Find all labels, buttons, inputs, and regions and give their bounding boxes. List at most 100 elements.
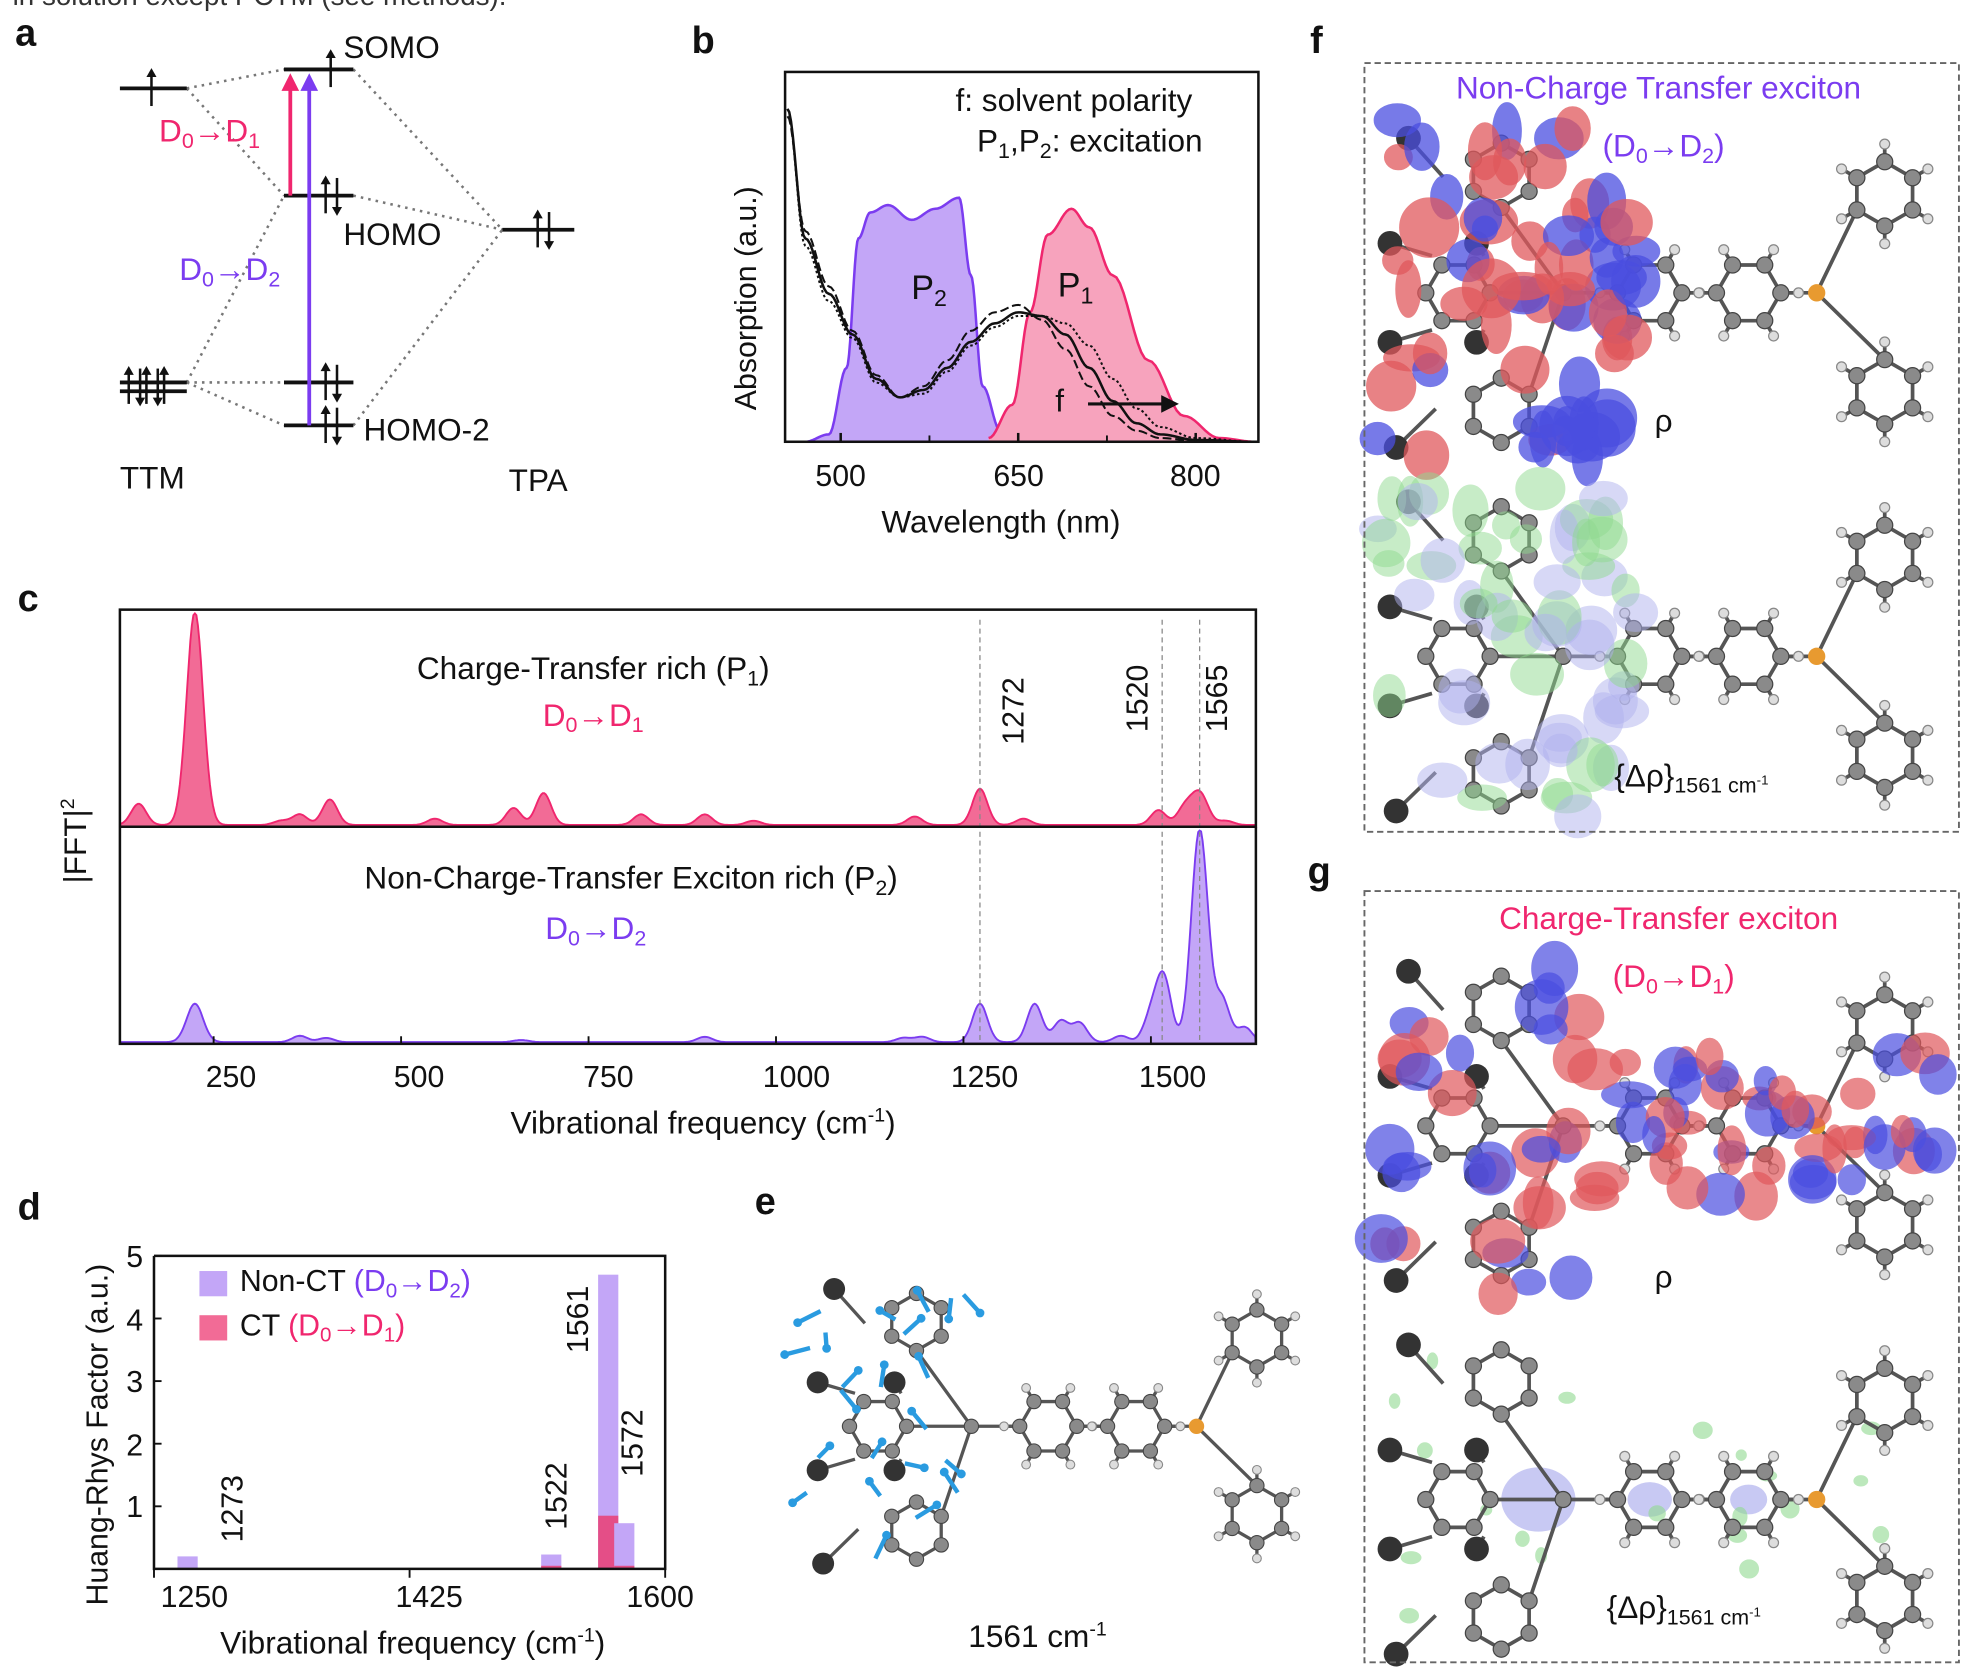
hydrogen-atom: [1594, 1120, 1606, 1132]
hydrogen-atom: [1768, 693, 1780, 706]
density-difference-lobe: [1692, 1421, 1713, 1439]
c-xtick: 1000: [762, 1060, 831, 1095]
carbon-atom: [1249, 1302, 1265, 1318]
carbon-atom: [1464, 417, 1483, 436]
density-difference-lobe: [1583, 692, 1624, 744]
carbon-atom: [1707, 1490, 1726, 1509]
carbon-atom: [1903, 201, 1922, 219]
density-difference-lobe: [1399, 1607, 1420, 1624]
carbon-atom: [1848, 564, 1866, 583]
carbon-atom: [1608, 1490, 1627, 1509]
carbon-atom: [1848, 762, 1866, 781]
bar-ct-1561: [598, 1515, 619, 1569]
orbital-correlation-line: [185, 87, 285, 197]
carbon-atom: [1756, 312, 1774, 330]
carbon-atom: [1673, 284, 1691, 302]
displacement-vector-head: [912, 1286, 922, 1295]
hydrogen-atom: [1879, 699, 1891, 712]
density-difference-lobe: [1452, 484, 1489, 537]
bond: [1499, 1413, 1565, 1501]
carbon-atom: [1114, 1393, 1130, 1410]
carbon-atom: [1465, 1462, 1483, 1481]
carbon-atom: [1903, 1200, 1922, 1218]
hydrogen-atom: [1693, 287, 1705, 299]
density-lobe: [1653, 1046, 1697, 1089]
carbon-atom: [1876, 516, 1894, 534]
density-lobe: [1695, 1037, 1724, 1076]
hydrogen-atom: [1718, 330, 1730, 342]
bond: [915, 1349, 973, 1428]
hydrogen-atom: [1109, 1459, 1119, 1470]
density-difference-lobe: [1542, 733, 1578, 768]
carbon-atom: [1876, 1184, 1894, 1202]
hydrogen-atom: [1693, 650, 1705, 662]
fft-area-nonct: [118, 829, 1257, 1045]
f-transition: (D0→D2): [1602, 128, 1725, 168]
density-difference-lobe: [1533, 564, 1581, 600]
carbon-atom: [1673, 1490, 1691, 1509]
legend-swatch-ct: [199, 1315, 228, 1341]
d-xtick: 1600: [626, 1580, 694, 1615]
carbon-atom: [1876, 1621, 1894, 1640]
hydrogen-atom: [1290, 1311, 1301, 1322]
density-lobe: [1567, 1048, 1623, 1091]
carbon-atom: [884, 1443, 901, 1459]
density-lobe: [1404, 122, 1440, 171]
arrowhead: [123, 366, 134, 375]
displacement-vector-head: [916, 1313, 926, 1323]
c-xtick: 500: [393, 1060, 445, 1095]
g-rho-label: ρ: [1654, 1259, 1673, 1296]
carbon-atom: [1848, 1200, 1866, 1218]
carbon-atom: [1657, 1462, 1675, 1481]
density-lobe: [1600, 198, 1653, 246]
nonct-arrowhead: [300, 73, 319, 91]
hydrogen-atom: [999, 1421, 1009, 1432]
carbon-atom: [1624, 1462, 1643, 1481]
carbon-atom: [1417, 1117, 1435, 1135]
f-drho-molecule: [1359, 466, 1934, 839]
carbon-atom: [1903, 1002, 1922, 1020]
carbon-atom: [1657, 619, 1675, 638]
carbon-atom: [1464, 1624, 1483, 1642]
carbon-atom: [1492, 1202, 1510, 1220]
density-difference-lobe: [1416, 1442, 1433, 1459]
density-lobe: [1470, 1218, 1526, 1264]
hydrogen-atom: [1768, 1450, 1780, 1462]
g-rho-molecule: [1354, 940, 1957, 1316]
absorption-curve-solid: [786, 108, 1255, 444]
hydrogen-atom: [1879, 601, 1891, 613]
c-mark-1520: 1520: [1120, 664, 1155, 733]
bond: [1815, 572, 1859, 658]
carbon-atom: [1756, 1518, 1774, 1537]
carbon-atom: [856, 1393, 872, 1410]
d-ytick: 5: [126, 1240, 144, 1275]
carbon-atom: [1156, 1418, 1173, 1434]
carbon-atom: [884, 1300, 900, 1316]
d-ytick: 2: [126, 1428, 144, 1463]
carbon-atom: [1249, 1534, 1265, 1551]
chlorine-atom: [883, 1371, 906, 1394]
density-lobe: [1666, 1166, 1709, 1210]
b-annotation-f: f: solvent polarity: [955, 83, 1193, 119]
excitation-area-P1: [988, 208, 1255, 442]
hydrogen-atom: [1021, 1459, 1032, 1470]
displacement-vector-head: [825, 1441, 835, 1451]
b-ylabel: Absorption (a.u.): [729, 186, 764, 411]
d-xlabel: Vibrational frequency (cm-1): [220, 1625, 606, 1662]
carbon-atom: [933, 1328, 949, 1344]
carbon-atom: [1554, 1490, 1572, 1509]
hydrogen-atom: [1718, 607, 1730, 619]
d-bar-label-1522: 1522: [540, 1462, 575, 1530]
density-lobe: [1471, 215, 1499, 242]
carbon-atom: [1012, 1418, 1028, 1434]
displacement-vector-head: [914, 1351, 923, 1361]
fft-area-ct: [118, 611, 1258, 828]
legend-swatch-nonct: [199, 1271, 228, 1297]
carbon-atom: [1464, 983, 1483, 1001]
hydrogen-atom: [1922, 361, 1934, 373]
c-p2-title: Non-Charge-Transfer Exciton rich (P2): [364, 860, 898, 901]
nonct-transition-label: D0→D2: [179, 252, 281, 292]
carbon-atom: [1433, 312, 1451, 330]
carbon-atom: [1464, 1592, 1483, 1610]
bond: [1499, 1039, 1565, 1127]
